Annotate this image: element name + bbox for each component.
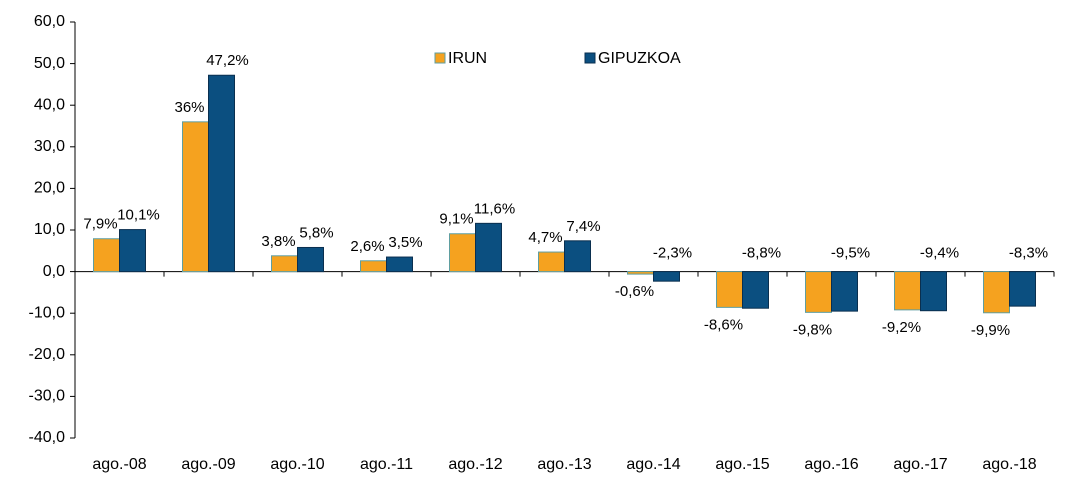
- x-tick-label: ago.-16: [804, 456, 858, 473]
- bar: [208, 74, 235, 273]
- value-label: 47,2%: [206, 52, 249, 69]
- value-label: -9,2%: [882, 319, 921, 336]
- y-tick-label: 60,0: [34, 13, 65, 30]
- value-label: -8,8%: [742, 245, 781, 262]
- y-tick-label: 0,0: [43, 263, 65, 280]
- x-tick-label: ago.-09: [181, 456, 235, 473]
- bar: [386, 256, 413, 273]
- y-tick-label: -10,0: [29, 304, 66, 321]
- value-label: -2,3%: [653, 245, 692, 262]
- value-label: 11,6%: [474, 200, 515, 217]
- value-label: 10,1%: [117, 207, 160, 224]
- bar: [449, 233, 476, 273]
- x-tick-label: ago.-10: [270, 456, 324, 473]
- x-tick-label: ago.-13: [537, 456, 591, 473]
- legend-swatch: [434, 52, 446, 64]
- bar: [831, 271, 858, 312]
- value-label: -8,3%: [1009, 245, 1048, 262]
- legend-label: IRUN: [448, 50, 487, 67]
- x-tick-label: ago.-15: [715, 456, 769, 473]
- bar: [1009, 271, 1036, 307]
- value-label: 36%: [174, 99, 204, 116]
- bar: [894, 271, 921, 311]
- value-label: -9,9%: [971, 322, 1010, 339]
- bar: [653, 271, 680, 282]
- legend-label: GIPUZKOA: [598, 50, 681, 67]
- value-label: 7,9%: [83, 216, 117, 233]
- value-label: -9,4%: [920, 245, 959, 262]
- bar: [538, 251, 565, 273]
- x-tick-label: ago.-12: [448, 456, 502, 473]
- y-tick-label: 20,0: [34, 180, 65, 197]
- y-tick-label: -40,0: [29, 429, 66, 446]
- bar: [360, 260, 387, 273]
- y-tick-label: 40,0: [34, 96, 65, 113]
- value-label: 3,5%: [388, 234, 422, 251]
- bar: [182, 121, 209, 273]
- value-label: -0,6%: [615, 283, 654, 300]
- bar: [475, 222, 502, 273]
- value-label: 4,7%: [528, 229, 562, 246]
- y-tick-label: 30,0: [34, 138, 65, 155]
- bar: [93, 238, 120, 273]
- x-tick-label: ago.-18: [982, 456, 1036, 473]
- y-tick-label: 10,0: [34, 221, 65, 238]
- bar: [920, 271, 947, 312]
- bar: [297, 246, 324, 273]
- x-tick-label: ago.-14: [626, 456, 680, 473]
- bar: [564, 240, 591, 273]
- value-label: 7,4%: [566, 218, 600, 235]
- bar: [271, 255, 298, 273]
- value-label: 5,8%: [299, 224, 333, 241]
- bar: [716, 271, 743, 308]
- value-label: -9,5%: [831, 245, 870, 262]
- value-label: 9,1%: [439, 211, 473, 228]
- bar: [119, 229, 146, 273]
- bar: [983, 271, 1010, 314]
- x-tick-label: ago.-11: [360, 456, 413, 473]
- legend-swatch: [584, 52, 596, 64]
- y-tick-label: 50,0: [34, 55, 65, 72]
- value-label: 3,8%: [261, 233, 295, 250]
- bar: [742, 271, 769, 309]
- value-label: -9,8%: [793, 321, 832, 338]
- bar: [627, 271, 654, 275]
- x-tick-label: ago.-17: [893, 456, 947, 473]
- y-tick-label: -20,0: [29, 346, 66, 363]
- y-tick-label: -30,0: [29, 388, 66, 405]
- bar: [805, 271, 832, 313]
- x-tick-label: ago.-08: [92, 456, 146, 473]
- value-label: 2,6%: [350, 238, 384, 255]
- value-label: -8,6%: [704, 316, 743, 333]
